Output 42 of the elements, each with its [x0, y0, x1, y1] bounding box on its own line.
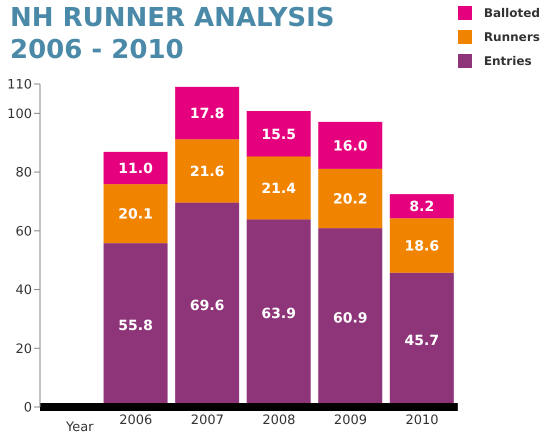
data-label: 20.2 — [332, 192, 368, 208]
x-tick-label: 2007 — [190, 413, 224, 428]
bar — [175, 139, 240, 203]
bar — [318, 122, 382, 169]
y-tick-label: 80 — [15, 166, 32, 181]
x-axis-title: Year — [65, 420, 94, 435]
x-tick-label: 2009 — [334, 413, 368, 428]
data-label: 45.7 — [404, 332, 440, 349]
y-tick-label: 40 — [15, 283, 32, 298]
y-tick-label: 60 — [15, 224, 32, 240]
bar — [246, 156, 311, 220]
bar — [104, 184, 168, 244]
x-tick-label: 2006 — [119, 413, 152, 428]
y-tick-label: 0 — [24, 400, 32, 416]
data-label: 15.5 — [261, 126, 296, 143]
bar — [104, 152, 168, 184]
bar — [390, 194, 454, 218]
legend-label: Balloted — [484, 6, 540, 20]
legend-label: Entries — [484, 54, 532, 68]
bar — [246, 111, 311, 157]
data-label: 63.9 — [261, 306, 296, 322]
data-label: 55.8 — [118, 318, 153, 334]
data-label: 17.8 — [190, 106, 224, 122]
bar — [318, 168, 382, 228]
data-label: 21.4 — [261, 180, 296, 197]
x-tick-label: 2010 — [405, 413, 439, 428]
bar — [175, 86, 240, 140]
data-label: 21.6 — [190, 164, 224, 180]
y-tick-label: 20 — [15, 342, 32, 357]
legend-label: Runners — [484, 30, 540, 44]
y-tick-label: 100 — [7, 106, 32, 122]
data-label: 69.6 — [190, 298, 224, 314]
data-label: 8.2 — [409, 199, 434, 216]
x-tick-label: 2008 — [262, 413, 296, 428]
chart-title: NH RUNNER ANALYSIS 2006 - 2010 — [10, 2, 335, 66]
data-label: 60.9 — [332, 310, 368, 327]
data-label: 11.0 — [118, 160, 154, 177]
data-label: 16.0 — [332, 138, 368, 154]
bar — [390, 218, 454, 273]
data-label: 20.1 — [118, 206, 153, 223]
y-tick-label: 110 — [7, 78, 32, 93]
data-label: 18.6 — [404, 238, 440, 254]
